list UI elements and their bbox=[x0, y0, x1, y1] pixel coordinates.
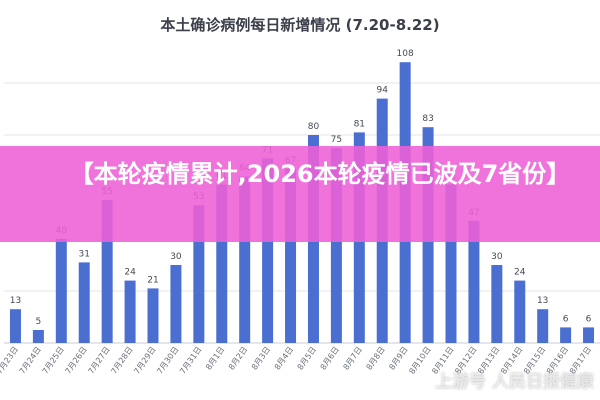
bar bbox=[583, 327, 594, 343]
data-label: 6 bbox=[586, 314, 592, 324]
watermark: 上游号 人民日报健康 bbox=[435, 367, 594, 392]
data-label: 30 bbox=[170, 252, 182, 262]
data-label: 6 bbox=[563, 314, 569, 324]
bar bbox=[491, 265, 502, 343]
bar bbox=[10, 309, 21, 343]
data-label: 21 bbox=[147, 275, 158, 285]
bar bbox=[79, 262, 90, 343]
data-label: 30 bbox=[491, 252, 503, 262]
bar bbox=[170, 265, 181, 343]
bar bbox=[56, 239, 67, 343]
bar bbox=[514, 281, 525, 343]
bar bbox=[125, 281, 136, 343]
bar bbox=[33, 330, 44, 343]
data-label: 83 bbox=[422, 114, 433, 124]
chart-title: 本土确诊病例每日新增情况 (7.20-8.22) bbox=[0, 14, 600, 35]
bar bbox=[148, 288, 159, 343]
data-label: 94 bbox=[377, 86, 389, 96]
data-label: 81 bbox=[354, 119, 365, 129]
data-label: 13 bbox=[10, 296, 21, 306]
data-label: 80 bbox=[308, 122, 320, 132]
data-label: 31 bbox=[79, 249, 90, 259]
data-label: 5 bbox=[36, 317, 42, 327]
bar bbox=[560, 327, 571, 343]
data-label: 108 bbox=[397, 49, 414, 59]
bar bbox=[537, 309, 548, 343]
banner-text: 【本轮疫情累计,2026本轮疫情已波及7省份】 bbox=[60, 156, 580, 192]
data-label: 24 bbox=[514, 268, 526, 278]
data-label: 75 bbox=[331, 135, 342, 145]
data-label: 13 bbox=[537, 296, 548, 306]
data-label: 24 bbox=[124, 268, 136, 278]
